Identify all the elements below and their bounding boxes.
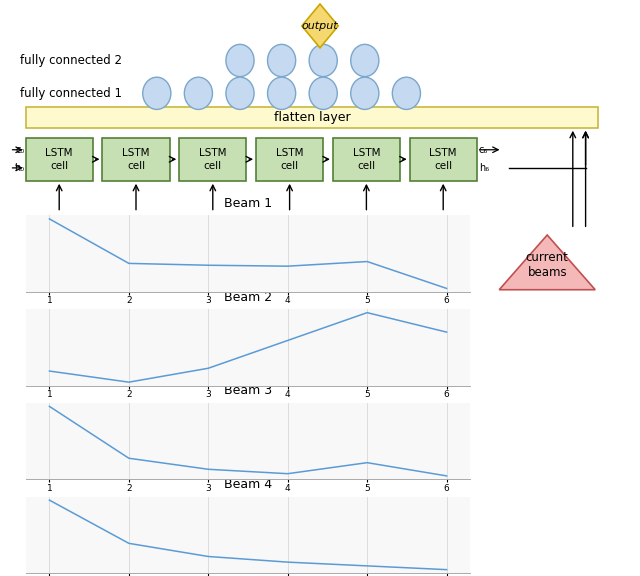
Text: LSTM
cell: LSTM cell bbox=[276, 147, 303, 171]
Text: c₀: c₀ bbox=[15, 145, 24, 155]
Polygon shape bbox=[499, 235, 595, 290]
FancyBboxPatch shape bbox=[26, 107, 598, 128]
Ellipse shape bbox=[143, 77, 171, 109]
Text: Beams t₆: Beams t₆ bbox=[424, 217, 463, 226]
Ellipse shape bbox=[351, 44, 379, 77]
Text: output: output bbox=[301, 21, 339, 31]
FancyBboxPatch shape bbox=[256, 138, 323, 181]
Ellipse shape bbox=[268, 44, 296, 77]
Ellipse shape bbox=[226, 77, 254, 109]
Text: c₆: c₆ bbox=[479, 145, 488, 155]
Text: h₀: h₀ bbox=[14, 163, 24, 173]
Ellipse shape bbox=[268, 77, 296, 109]
Text: LSTM
cell: LSTM cell bbox=[429, 147, 457, 171]
Ellipse shape bbox=[392, 77, 420, 109]
Ellipse shape bbox=[351, 77, 379, 109]
Text: Beam 1: Beam 1 bbox=[224, 197, 272, 210]
Text: fully connected 2: fully connected 2 bbox=[20, 54, 122, 67]
Text: current
beams: current beams bbox=[526, 251, 568, 279]
FancyBboxPatch shape bbox=[102, 138, 170, 181]
FancyBboxPatch shape bbox=[410, 138, 477, 181]
Text: Beams t₅: Beams t₅ bbox=[347, 217, 386, 226]
Text: h₆: h₆ bbox=[479, 163, 489, 173]
FancyBboxPatch shape bbox=[333, 138, 400, 181]
Ellipse shape bbox=[226, 44, 254, 77]
Ellipse shape bbox=[309, 77, 337, 109]
Text: flatten layer: flatten layer bbox=[274, 111, 350, 124]
Text: Beam 2: Beam 2 bbox=[224, 291, 272, 304]
Text: Beam 3: Beam 3 bbox=[224, 384, 272, 397]
Text: Beams t₃: Beams t₃ bbox=[193, 217, 232, 226]
Text: Beams t₄: Beams t₄ bbox=[270, 217, 309, 226]
Text: LSTM
cell: LSTM cell bbox=[199, 147, 227, 171]
FancyBboxPatch shape bbox=[179, 138, 246, 181]
FancyBboxPatch shape bbox=[26, 138, 93, 181]
Text: Beam 4: Beam 4 bbox=[224, 478, 272, 491]
Text: Beams t₂: Beams t₂ bbox=[116, 217, 156, 226]
Ellipse shape bbox=[184, 77, 212, 109]
Text: fully connected 1: fully connected 1 bbox=[20, 87, 122, 100]
Polygon shape bbox=[302, 4, 339, 48]
Text: LSTM
cell: LSTM cell bbox=[45, 147, 73, 171]
Text: Beams t₁: Beams t₁ bbox=[40, 217, 79, 226]
Ellipse shape bbox=[309, 44, 337, 77]
Text: LSTM
cell: LSTM cell bbox=[122, 147, 150, 171]
Text: LSTM
cell: LSTM cell bbox=[353, 147, 380, 171]
